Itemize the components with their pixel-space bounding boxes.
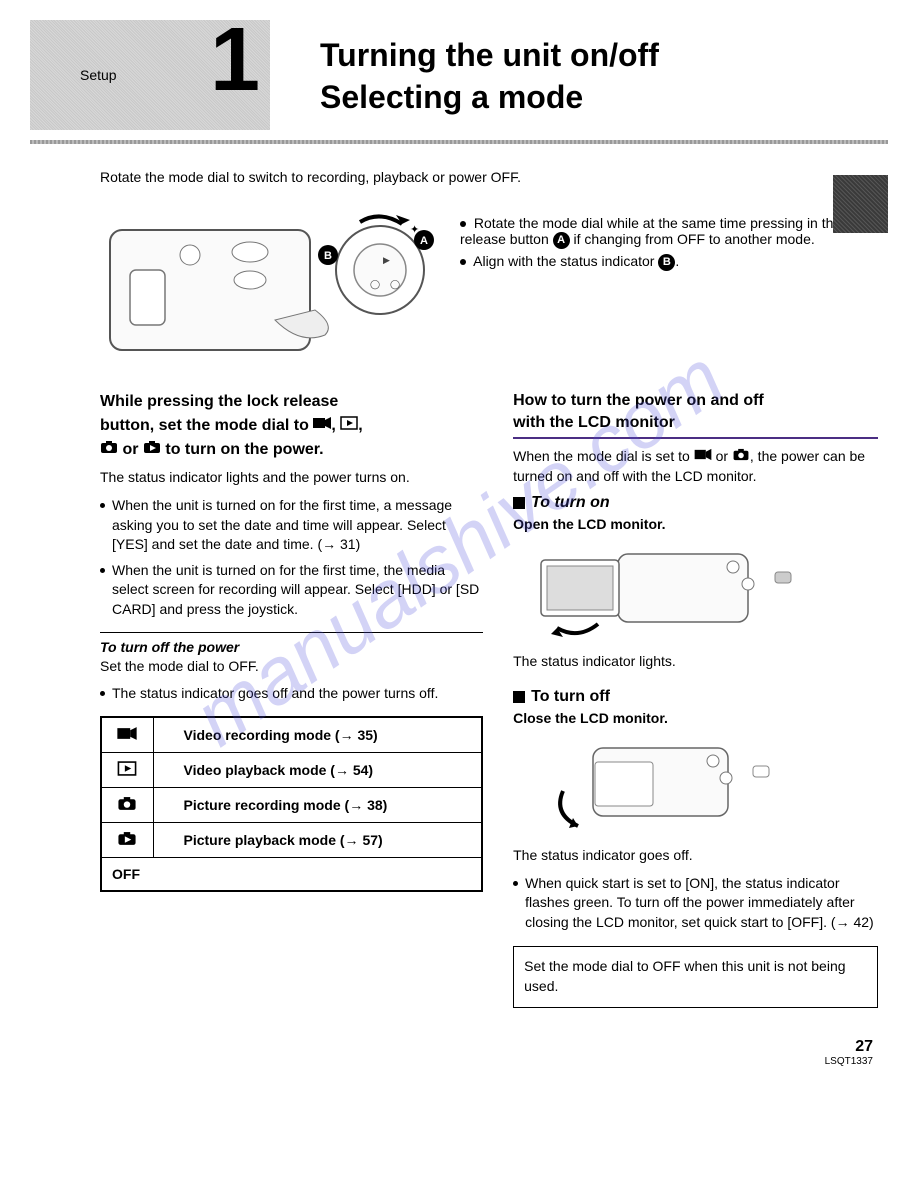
first-time-bullets: When the unit is turned on for the first… — [100, 496, 483, 620]
title-line-1: Turning the unit on/off — [320, 35, 659, 77]
quick-start-bullets: When quick start is set to [ON], the sta… — [513, 874, 878, 933]
intro-text: Rotate the mode dial to switch to record… — [100, 169, 888, 185]
open-lcd-diagram — [523, 542, 803, 642]
mode-icon-cell — [101, 752, 153, 787]
page-number: 27 — [30, 1038, 888, 1056]
bullet-media-select: When the unit is turned on for the first… — [100, 561, 483, 620]
page-header: Setup 1 Turning the unit on/off Selectin… — [30, 20, 888, 130]
camera-play-icon — [117, 833, 137, 849]
turn-off-subheading: To turn off — [513, 688, 878, 706]
mode-table: Video recording mode (→ 35) Video playba… — [100, 716, 483, 892]
square-bullet-icon — [513, 691, 525, 703]
table-row: Picture playback mode (→ 57) — [101, 822, 482, 857]
table-row: Video recording mode (→ 35) — [101, 717, 482, 753]
svg-text:▶: ▶ — [383, 255, 390, 265]
title-line-2: Selecting a mode — [320, 77, 659, 119]
divider-bar — [30, 140, 888, 144]
video-play-icon — [340, 414, 358, 438]
svg-text:◯: ◯ — [370, 279, 380, 290]
turn-off-heading: To turn off the power — [100, 639, 483, 655]
status-on-text: The status indicator lights and the powe… — [100, 468, 483, 488]
diagram-row: ▶ ◯ ◯ B A ✦ Rotate the mode dial while a… — [100, 200, 888, 365]
table-row: Video playback mode (→ 54) — [101, 752, 482, 787]
mode-icon-cell — [101, 822, 153, 857]
camera-icon — [100, 438, 118, 462]
status-off-text: The status indicator goes off. — [513, 846, 878, 866]
dial-note-1: Rotate the mode dial while at the same t… — [460, 215, 888, 249]
svg-text:A: A — [420, 235, 428, 247]
mode-icon-cell — [101, 717, 153, 753]
svg-text:B: B — [324, 250, 332, 262]
lcd-intro: When the mode dial is set to or , the po… — [513, 447, 878, 487]
camera-icon — [117, 798, 137, 814]
dial-note-2: Align with the status indicator B. — [460, 253, 888, 271]
left-column: While pressing the lock release button, … — [100, 390, 483, 1008]
mode-label: Picture playback mode (→ 57) — [153, 822, 482, 857]
video-rec-icon — [313, 414, 331, 438]
turn-off-text: Set the mode dial to OFF. — [100, 657, 483, 677]
mode-off-label: OFF — [101, 857, 482, 891]
turn-on-subheading: To turn on — [513, 494, 878, 512]
lcd-power-heading: How to turn the power on and off with th… — [513, 390, 878, 439]
right-column: How to turn the power on and off with th… — [513, 390, 878, 1008]
main-title: Turning the unit on/off Selecting a mode — [320, 20, 659, 118]
turn-off-bullets: The status indicator goes off and the po… — [100, 684, 483, 704]
svg-text:◯: ◯ — [390, 279, 400, 290]
video-play-icon — [117, 763, 137, 779]
mode-label: Video playback mode (→ 54) — [153, 752, 482, 787]
close-lcd-diagram — [523, 736, 803, 836]
bullet-date-time: When the unit is turned on for the first… — [100, 496, 483, 555]
svg-text:✦: ✦ — [410, 224, 419, 236]
status-lights-text: The status indicator lights. — [513, 652, 878, 672]
setup-label: Setup — [80, 67, 117, 83]
letter-a-badge: A — [553, 232, 570, 249]
mode-label: Video recording mode (→ 35) — [153, 717, 482, 753]
setup-box: Setup 1 — [30, 20, 270, 130]
camera-icon — [732, 447, 750, 467]
note-box: Set the mode dial to OFF when this unit … — [513, 946, 878, 1007]
tab-marker — [833, 175, 888, 233]
table-row: OFF — [101, 857, 482, 891]
mode-label: Picture recording mode (→ 38) — [153, 787, 482, 822]
chapter-number: 1 — [210, 15, 260, 105]
bullet-quick-start: When quick start is set to [ON], the sta… — [513, 874, 878, 933]
separator — [100, 632, 483, 633]
letter-b-badge: B — [658, 254, 675, 271]
close-lcd-text: Close the LCD monitor. — [513, 710, 878, 726]
square-bullet-icon — [513, 497, 525, 509]
dial-notes: Rotate the mode dial while at the same t… — [460, 200, 888, 275]
camera-play-icon — [143, 438, 161, 462]
bullet-indicator-off: The status indicator goes off and the po… — [100, 684, 483, 704]
document-id: LSQT1337 — [30, 1056, 888, 1067]
video-rec-icon — [694, 447, 712, 467]
video-rec-icon — [117, 728, 137, 744]
camera-diagram: ▶ ◯ ◯ B A ✦ — [100, 200, 440, 365]
table-row: Picture recording mode (→ 38) — [101, 787, 482, 822]
power-on-heading: While pressing the lock release button, … — [100, 390, 483, 462]
mode-icon-cell — [101, 787, 153, 822]
open-lcd-text: Open the LCD monitor. — [513, 516, 878, 532]
two-column-layout: While pressing the lock release button, … — [100, 390, 878, 1008]
